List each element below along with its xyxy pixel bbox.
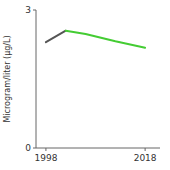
y-tick-label: 0 <box>25 143 31 153</box>
x-tick-label: 1998 <box>34 153 57 163</box>
x-tick-label: 2018 <box>134 153 157 163</box>
y-tick <box>33 10 36 11</box>
chart: 1998 2018 0 3 Microgram/liter (µg/L) <box>0 0 170 170</box>
x-tick <box>45 148 46 151</box>
y-tick <box>33 148 36 149</box>
x-axis-line <box>36 148 160 149</box>
y-axis-label: Microgram/liter (µg/L) <box>3 35 12 122</box>
line <box>46 31 66 43</box>
x-tick <box>145 148 146 151</box>
y-axis-line <box>36 10 37 148</box>
y-tick-label: 3 <box>25 5 31 15</box>
plot-area <box>46 31 145 48</box>
line <box>66 31 145 48</box>
